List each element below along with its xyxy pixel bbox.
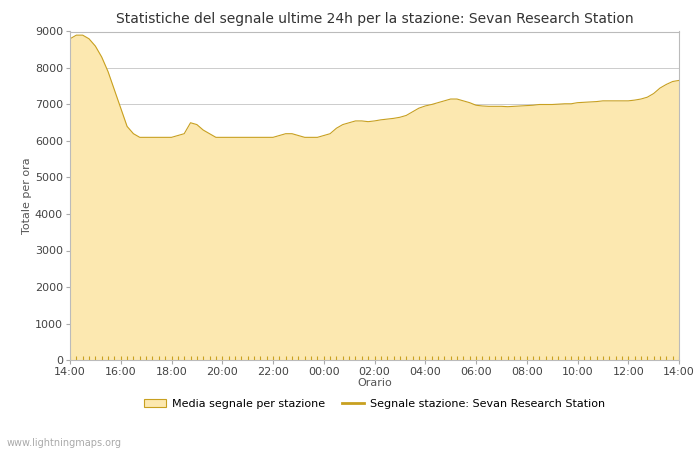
Text: www.lightningmaps.org: www.lightningmaps.org (7, 438, 122, 448)
X-axis label: Orario: Orario (357, 378, 392, 388)
Y-axis label: Totale per ora: Totale per ora (22, 158, 32, 234)
Legend: Media segnale per stazione, Segnale stazione: Sevan Research Station: Media segnale per stazione, Segnale staz… (140, 395, 609, 414)
Title: Statistiche del segnale ultime 24h per la stazione: Sevan Research Station: Statistiche del segnale ultime 24h per l… (116, 12, 634, 26)
